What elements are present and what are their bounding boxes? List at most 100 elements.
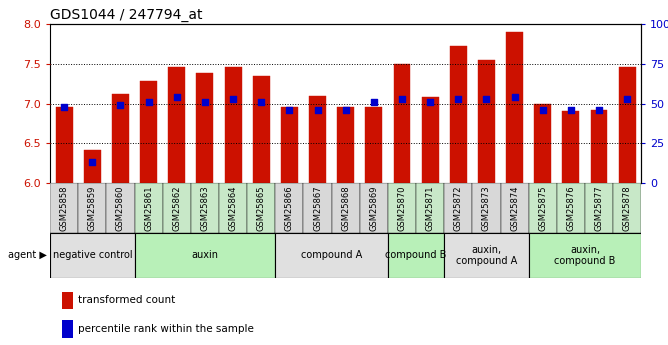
Bar	[78, 183, 106, 233]
Point	[87, 159, 98, 165]
Bar	[134, 183, 163, 233]
Text: auxin,
compound B: auxin, compound B	[554, 245, 616, 266]
Bar	[55, 108, 73, 183]
Bar	[281, 108, 298, 183]
Text: compound B: compound B	[385, 250, 447, 260]
Bar	[619, 67, 636, 183]
Bar	[275, 233, 388, 278]
Bar	[416, 183, 444, 233]
Bar	[528, 183, 557, 233]
Text: GSM25871: GSM25871	[426, 185, 435, 231]
Bar	[112, 94, 129, 183]
Point	[594, 107, 605, 112]
Point	[284, 107, 295, 112]
Text: GSM25861: GSM25861	[144, 185, 153, 231]
Bar	[365, 108, 382, 183]
Bar	[534, 104, 551, 183]
Text: GDS1044 / 247794_at: GDS1044 / 247794_at	[50, 8, 202, 22]
Point	[172, 95, 182, 100]
Point	[481, 96, 492, 101]
Bar	[50, 233, 134, 278]
Bar	[140, 81, 157, 183]
Bar	[562, 111, 579, 183]
Point	[115, 102, 126, 108]
Bar	[106, 183, 134, 233]
Point	[566, 107, 576, 112]
Text: GSM25874: GSM25874	[510, 185, 519, 231]
Point	[537, 107, 548, 112]
Text: percentile rank within the sample: percentile rank within the sample	[78, 324, 255, 334]
Bar	[444, 233, 528, 278]
Bar	[247, 183, 275, 233]
Point	[340, 107, 351, 112]
Bar	[50, 183, 78, 233]
Bar	[450, 46, 467, 183]
Bar	[360, 183, 388, 233]
Text: GSM25864: GSM25864	[228, 185, 238, 231]
Bar	[168, 67, 185, 183]
Text: GSM25873: GSM25873	[482, 185, 491, 231]
Text: GSM25867: GSM25867	[313, 185, 322, 231]
Bar	[62, 292, 73, 309]
Text: GSM25870: GSM25870	[397, 185, 407, 231]
Text: GSM25860: GSM25860	[116, 185, 125, 231]
Text: negative control: negative control	[53, 250, 132, 260]
Bar	[303, 183, 331, 233]
Bar	[444, 183, 472, 233]
Bar	[388, 183, 416, 233]
Bar	[62, 320, 73, 337]
Bar	[219, 183, 247, 233]
Point	[369, 99, 379, 105]
Text: GSM25866: GSM25866	[285, 185, 294, 231]
Bar	[275, 183, 303, 233]
Text: transformed count: transformed count	[78, 295, 176, 305]
Point	[228, 96, 238, 101]
Point	[397, 96, 407, 101]
Bar	[472, 183, 500, 233]
Bar	[388, 233, 444, 278]
Bar	[196, 73, 213, 183]
Bar	[591, 110, 607, 183]
Bar	[253, 76, 270, 183]
Point	[622, 96, 633, 101]
Text: compound A: compound A	[301, 250, 362, 260]
Point	[256, 99, 267, 105]
Point	[425, 99, 436, 105]
Text: GSM25865: GSM25865	[257, 185, 266, 231]
Text: GSM25878: GSM25878	[623, 185, 632, 231]
Text: GSM25858: GSM25858	[59, 185, 69, 231]
Text: auxin: auxin	[192, 250, 218, 260]
Point	[200, 99, 210, 105]
Text: GSM25859: GSM25859	[88, 185, 97, 231]
Bar	[528, 233, 641, 278]
Point	[59, 104, 69, 109]
Text: auxin,
compound A: auxin, compound A	[456, 245, 517, 266]
Bar	[422, 97, 439, 183]
Text: GSM25877: GSM25877	[595, 185, 604, 231]
Text: GSM25876: GSM25876	[566, 185, 575, 231]
Bar	[393, 64, 410, 183]
Text: GSM25868: GSM25868	[341, 185, 350, 231]
Bar	[613, 183, 641, 233]
Bar	[191, 183, 219, 233]
Text: GSM25869: GSM25869	[369, 185, 378, 231]
Bar	[309, 96, 326, 183]
Bar	[500, 183, 528, 233]
Point	[453, 96, 464, 101]
Text: GSM25863: GSM25863	[200, 185, 210, 231]
Text: GSM25872: GSM25872	[454, 185, 463, 231]
Text: GSM25875: GSM25875	[538, 185, 547, 231]
Point	[509, 95, 520, 100]
Bar	[331, 183, 360, 233]
Text: GSM25862: GSM25862	[172, 185, 181, 231]
Bar	[163, 183, 191, 233]
Bar	[478, 60, 495, 183]
Bar	[134, 233, 275, 278]
Bar	[337, 108, 354, 183]
Text: agent ▶: agent ▶	[8, 250, 47, 260]
Bar	[84, 149, 101, 183]
Point	[143, 99, 154, 105]
Bar	[224, 67, 242, 183]
Bar	[585, 183, 613, 233]
Bar	[506, 32, 523, 183]
